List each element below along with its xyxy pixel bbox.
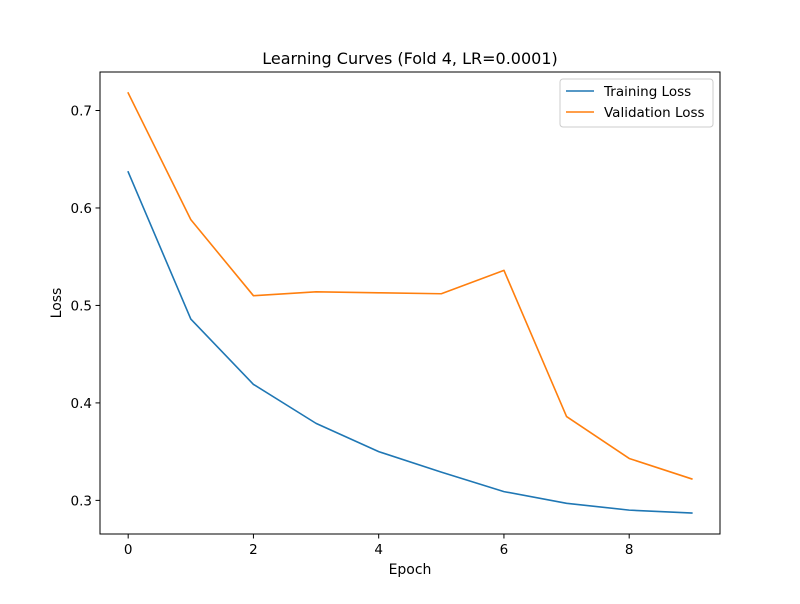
plot-frame xyxy=(99,71,721,535)
x-tick-label: 6 xyxy=(500,542,509,558)
y-tick-label: 0.5 xyxy=(71,298,92,314)
chart-title: Learning Curves (Fold 4, LR=0.0001) xyxy=(262,49,558,68)
x-axis-ticks: 0 2 4 6 8 xyxy=(124,534,634,558)
x-tick-label: 4 xyxy=(374,542,383,558)
y-tick-label: 0.6 xyxy=(71,201,92,217)
legend-label-validation-loss: Validation Loss xyxy=(604,105,705,121)
x-tick-label: 8 xyxy=(625,542,634,558)
series-lines xyxy=(127,91,693,514)
y-tick-label: 0.3 xyxy=(71,493,92,509)
y-tick-label: 0.4 xyxy=(71,396,92,412)
legend-label-training-loss: Training Loss xyxy=(603,84,691,100)
legend-box xyxy=(559,78,714,128)
series-line-validation-loss xyxy=(127,91,693,480)
series-line-training-loss xyxy=(127,170,693,514)
y-axis-ticks: 0.3 0.4 0.5 0.6 0.7 xyxy=(71,104,100,509)
x-tick-label: 0 xyxy=(124,542,133,558)
x-axis-label: Epoch xyxy=(389,562,432,578)
y-tick-label: 0.7 xyxy=(71,104,92,120)
legend: Training Loss Validation Loss xyxy=(559,78,714,128)
x-tick-label: 2 xyxy=(249,542,258,558)
y-axis-label: Loss xyxy=(49,288,65,319)
